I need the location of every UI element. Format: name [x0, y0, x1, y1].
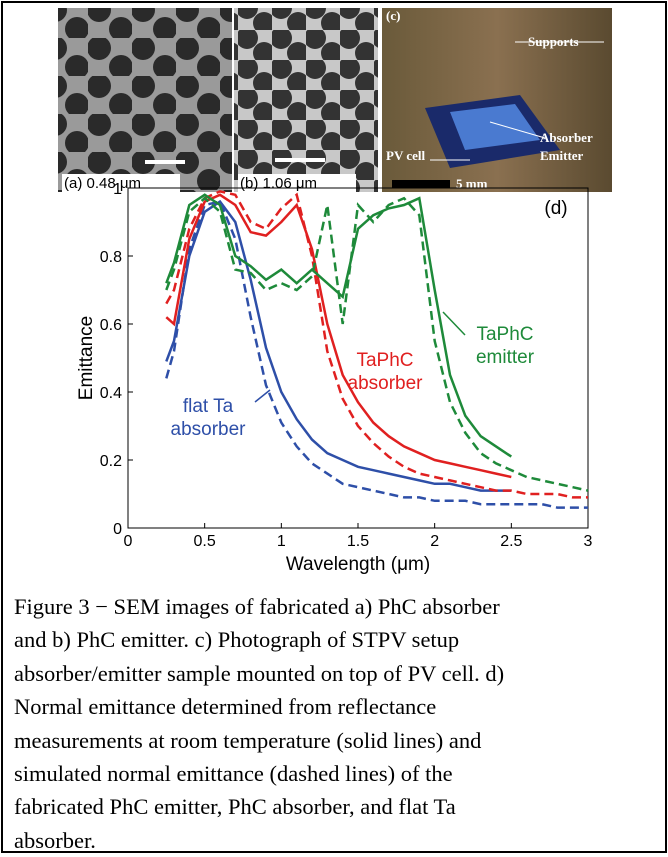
y-axis-label: Emittance [76, 316, 97, 400]
y-tick-label: 0.2 [100, 453, 122, 470]
annotation: flat Ta [183, 396, 234, 417]
caption-line: absorber/emitter sample mounted on top o… [14, 660, 505, 686]
series-line [165, 199, 512, 492]
y-tick-label: 1 [113, 181, 122, 198]
annotation: emitter [476, 347, 535, 368]
x-tick-label: 0.5 [194, 533, 216, 550]
x-tick-label: 2 [430, 533, 439, 550]
caption-line: measurements at room temperature (solid … [14, 727, 482, 753]
x-axis-label: Wavelength (μm) [286, 554, 430, 575]
chart: Wavelength (μm) Emittance 0 0.5 1 1.5 2 2.5 3 0… [76, 181, 593, 575]
sem-image-a [58, 8, 232, 192]
photo-note: 5 mm [456, 176, 488, 191]
x-tick-label: 1 [277, 533, 286, 550]
pointer [442, 311, 466, 336]
caption-line: simulated normal emittance (dashed lines… [14, 761, 453, 787]
annotation: absorber [171, 419, 247, 440]
photo-note: Absorber [540, 130, 593, 145]
pointer [489, 121, 546, 139]
y-tick-label: 0.6 [100, 317, 122, 334]
annotation: TaPhC [356, 350, 413, 371]
panel-label: (a) 0.48 μm [64, 175, 141, 192]
caption-line: Normal emittance determined from reflect… [14, 694, 437, 720]
panel-label: (c) [386, 8, 400, 23]
panel-label: (b) 1.06 μm [240, 175, 317, 192]
figure: (a) 0.48 μm (b) 1.06 μm (c) Supports PV … [58, 8, 612, 575]
caption-line: Figure 3 − SEM images of fabricated a) P… [14, 594, 500, 619]
annotation: TaPhC [476, 324, 533, 345]
sample-glow [450, 104, 540, 150]
sem-image-b [234, 8, 378, 192]
caption: Figure 3 − SEM images of fabricated a) P… [14, 590, 504, 857]
photo-note: Emitter [540, 148, 584, 163]
y-tick-label: 0.8 [100, 249, 122, 266]
series-line [165, 196, 589, 492]
photo-note: PV cell [386, 148, 425, 163]
pointer [254, 389, 271, 403]
y-tick-label: 0.4 [100, 385, 122, 402]
caption-line: absorber. [14, 827, 96, 853]
caption-line: fabricated PhC emitter, PhC absorber, an… [14, 794, 456, 820]
series-line [165, 190, 588, 499]
series-line [165, 193, 512, 479]
series-line [165, 200, 588, 509]
x-tick-label: 0 [124, 533, 133, 550]
y-tick-label: 0 [113, 521, 122, 538]
x-tick-label: 3 [584, 533, 593, 550]
x-tick-label: 1.5 [347, 533, 369, 550]
x-tick-label: 2.5 [500, 533, 522, 550]
annotation: (d) [544, 198, 567, 219]
series-line [165, 193, 512, 458]
caption-line: and b) PhC emitter. c) Photograph of STP… [14, 627, 460, 653]
annotation: absorber [348, 373, 424, 394]
